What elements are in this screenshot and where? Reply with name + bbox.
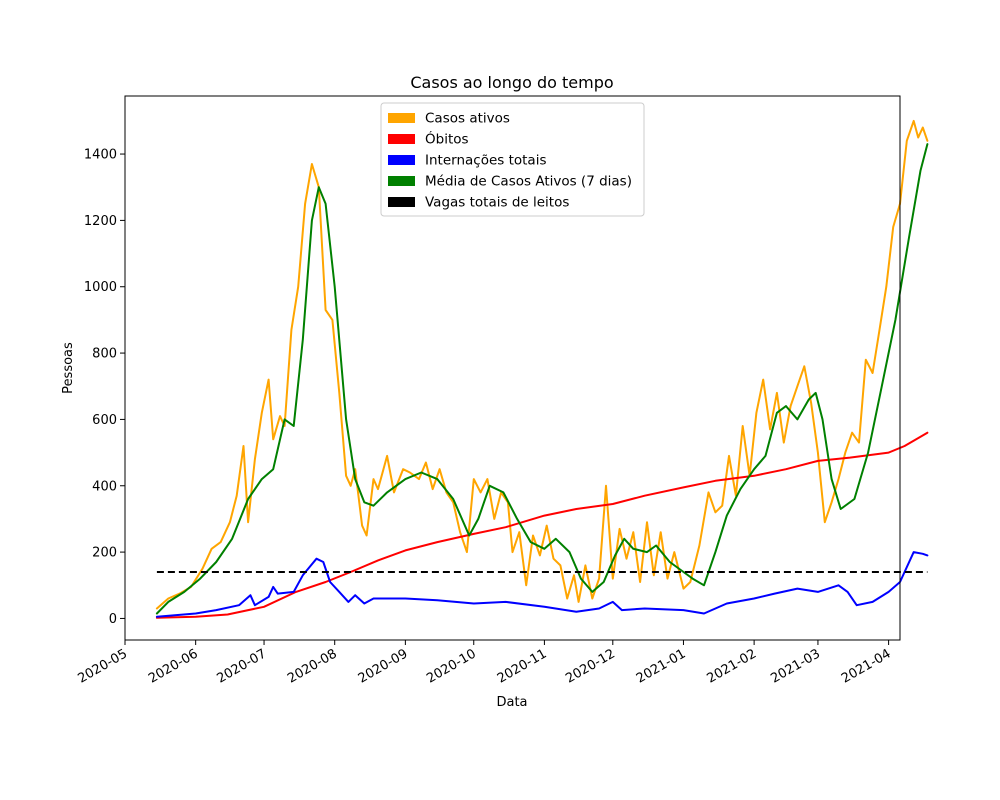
y-tick-label: 1200 (84, 214, 117, 229)
legend-label: Vagas totais de leitos (425, 195, 569, 211)
chart-title: Casos ao longo do tempo (410, 73, 613, 92)
x-tick-label: 2020-06 (146, 646, 201, 686)
series-line-2 (155, 551, 929, 618)
y-tick-label: 1000 (84, 280, 117, 295)
legend-box (380, 102, 645, 217)
x-tick-label: 2020-11 (495, 646, 550, 686)
x-tick-label: 2021-01 (634, 646, 689, 686)
x-axis: 2020-05 2020-06 2020-07 2020-08 2020-09 2020-… (75, 640, 894, 687)
legend: Casos ativos Óbitos Internações totais Médi… (380, 102, 645, 217)
y-tick-label: 1400 (84, 148, 117, 163)
x-tick-label: 2020-08 (285, 646, 340, 686)
y-axis-label: Pessoas (61, 342, 76, 394)
x-tick-label: 2020-05 (75, 646, 130, 686)
legend-label: Óbitos (425, 130, 469, 148)
legend-swatch (388, 197, 415, 207)
legend-label: Casos ativos (425, 111, 510, 127)
plot-area (155, 119, 929, 619)
x-tick-label: 2021-03 (768, 646, 823, 686)
legend-swatch (388, 134, 415, 144)
y-tick-label: 800 (92, 347, 117, 362)
legend-swatch (388, 155, 415, 165)
series-line-1 (155, 431, 929, 619)
x-axis-label: Data (496, 695, 527, 710)
y-tick-label: 0 (109, 612, 117, 627)
x-tick-label: 2020-09 (356, 646, 411, 686)
legend-label: Média de Casos Ativos (7 dias) (425, 174, 632, 190)
y-tick-label: 600 (92, 413, 117, 428)
x-tick-label: 2021-02 (705, 646, 760, 686)
legend-swatch (388, 176, 415, 186)
x-tick-label: 2020-12 (563, 646, 618, 686)
y-tick-label: 200 (92, 546, 117, 561)
y-tick-label: 400 (92, 479, 117, 494)
y-axis: 0 200 400 600 800 1000 1200 1400 (84, 148, 125, 627)
x-tick-label: 2021-04 (839, 646, 894, 686)
series-line-0 (155, 119, 929, 610)
legend-label: Internações totais (425, 153, 547, 169)
x-tick-label: 2020-10 (424, 646, 479, 686)
legend-swatch (388, 113, 415, 123)
series-line-3 (155, 143, 929, 615)
x-tick-label: 2020-07 (214, 646, 269, 686)
plot-frame (124, 95, 901, 641)
